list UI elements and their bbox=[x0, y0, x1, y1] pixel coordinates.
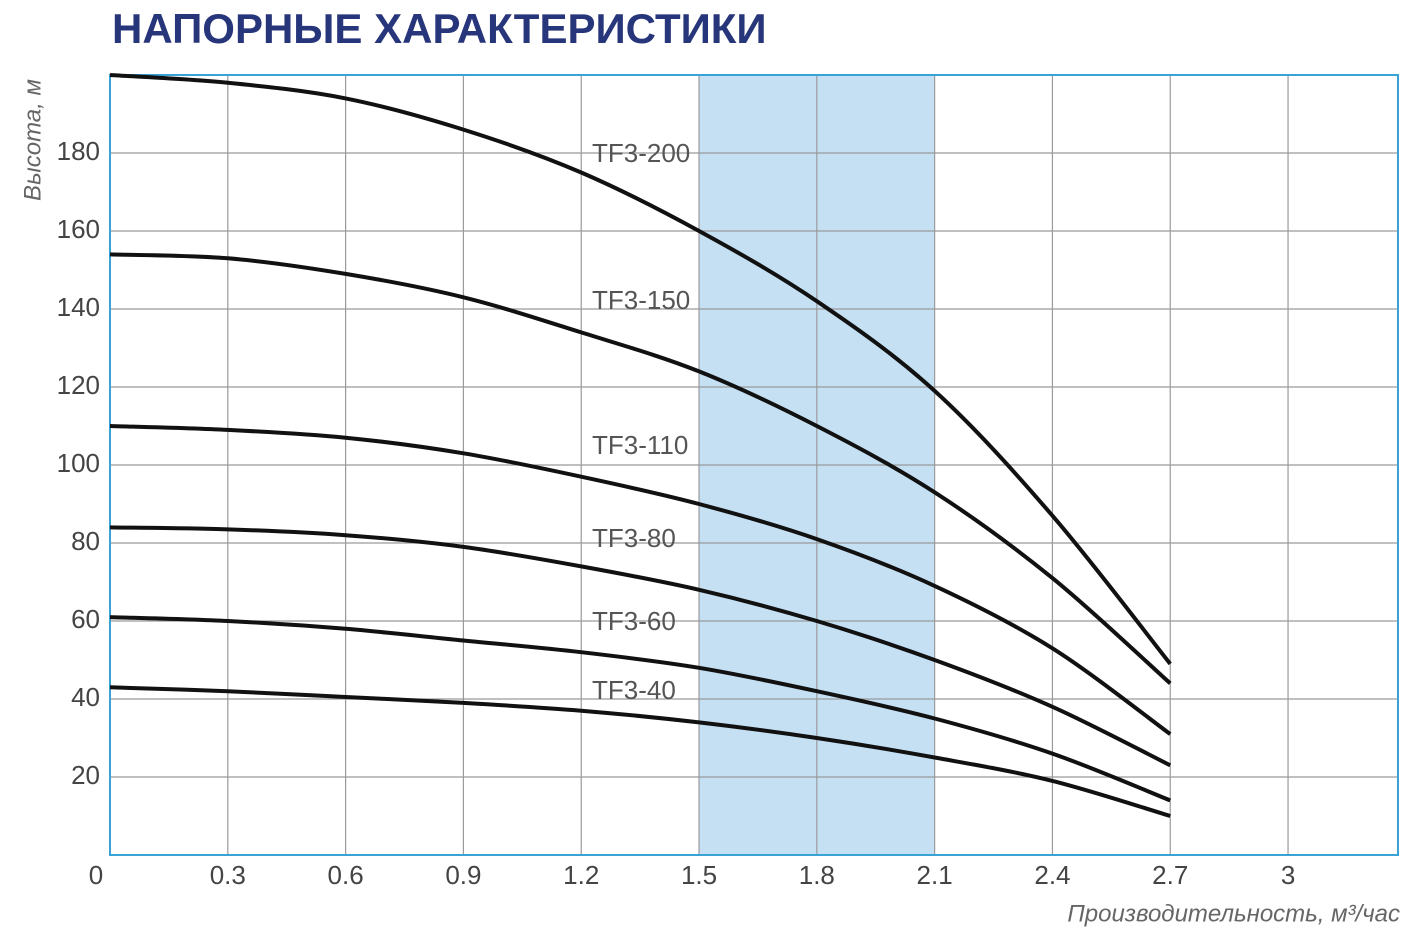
series-line bbox=[109, 615, 1171, 803]
y-axis-title: Высота, м bbox=[19, 79, 46, 201]
x-tick-label: 1.8 bbox=[799, 860, 835, 890]
series-line bbox=[109, 525, 1172, 768]
x-tick-label: 1.5 bbox=[681, 860, 717, 890]
x-tick-label: 2.7 bbox=[1152, 860, 1188, 890]
x-tick-label: 0.9 bbox=[445, 860, 481, 890]
series-label: TF3-200 bbox=[592, 138, 690, 168]
series-label: TF3-150 bbox=[592, 285, 690, 315]
y-tick-label: 100 bbox=[57, 448, 100, 478]
series-line bbox=[109, 252, 1172, 685]
series-label: TF3-80 bbox=[592, 523, 676, 553]
x-tick-label: 2.1 bbox=[917, 860, 953, 890]
y-tick-label: 60 bbox=[71, 604, 100, 634]
series-label: TF3-110 bbox=[592, 430, 688, 460]
x-tick-label: 3 bbox=[1281, 860, 1295, 890]
x-tick-label: 0.3 bbox=[210, 860, 246, 890]
y-tick-label: 40 bbox=[71, 682, 100, 712]
x-tick-label: 0 bbox=[89, 860, 103, 890]
x-tick-label: 1.2 bbox=[563, 860, 599, 890]
series-line bbox=[109, 424, 1172, 736]
x-tick-label: 0.6 bbox=[328, 860, 364, 890]
y-tick-label: 160 bbox=[57, 214, 100, 244]
plot-frame bbox=[109, 74, 1399, 856]
y-tick-label: 120 bbox=[57, 370, 100, 400]
y-tick-label: 140 bbox=[57, 292, 100, 322]
y-tick-label: 180 bbox=[57, 136, 100, 166]
y-tick-label: 20 bbox=[71, 760, 100, 790]
series-label: TF3-40 bbox=[592, 675, 676, 705]
x-tick-label: 2.4 bbox=[1034, 860, 1070, 890]
series-line bbox=[109, 73, 1172, 666]
series-line bbox=[109, 685, 1171, 818]
y-tick-label: 80 bbox=[71, 526, 100, 556]
x-axis-title: Производительность, м³/час bbox=[1067, 900, 1400, 927]
chart-title: НАПОРНЫЕ ХАРАКТЕРИСТИКИ bbox=[112, 5, 767, 52]
series-label: TF3-60 bbox=[592, 606, 676, 636]
